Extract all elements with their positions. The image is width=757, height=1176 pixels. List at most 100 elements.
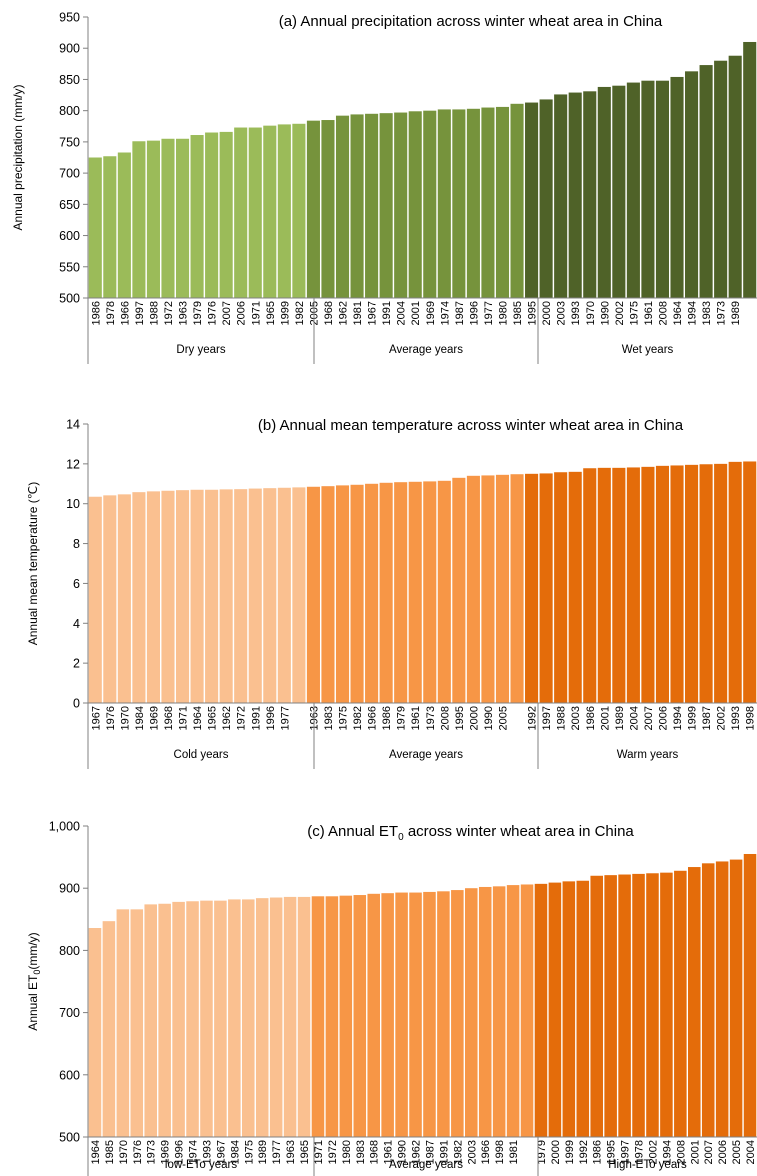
x-tick-label: 1992	[527, 706, 539, 730]
bar	[451, 890, 464, 1137]
bar	[379, 113, 393, 298]
chart-0: (a) Annual precipitation across winter w…	[11, 11, 757, 364]
group-label: Warm years	[617, 749, 679, 761]
bar	[146, 491, 160, 703]
bar	[548, 882, 562, 1137]
group-label: Dry years	[176, 344, 225, 356]
y-tick-label: 750	[59, 135, 80, 149]
bar	[568, 92, 582, 298]
bar	[437, 891, 450, 1137]
bar	[660, 872, 673, 1137]
bar	[465, 888, 478, 1137]
bar	[321, 486, 335, 703]
bar	[306, 120, 320, 298]
bar	[685, 464, 699, 703]
bar	[297, 896, 311, 1137]
x-tick-label: 2002	[647, 1140, 659, 1164]
bar	[161, 138, 175, 298]
y-tick-label: 650	[59, 198, 80, 212]
x-tick-label: 1965	[299, 1140, 311, 1164]
bar	[604, 875, 617, 1137]
x-tick-label: 1991	[381, 301, 393, 325]
bar	[214, 900, 227, 1137]
group-label: Average years	[389, 749, 463, 761]
chart-2: (c) Annual ET0 across winter wheat area …	[26, 820, 757, 1176]
y-tick-label: 800	[59, 104, 80, 118]
x-tick-label: 1992	[578, 1140, 590, 1164]
bar	[626, 467, 640, 703]
x-tick-label: 1983	[701, 301, 713, 325]
x-tick-label: 2003	[570, 706, 582, 730]
bar	[408, 111, 422, 298]
bar	[234, 127, 248, 298]
y-tick-label: 550	[59, 260, 80, 274]
bar	[714, 463, 728, 703]
x-tick-label: 2007	[703, 1140, 715, 1164]
bar	[394, 112, 408, 298]
y-tick-label: 1,000	[49, 820, 80, 834]
bar	[597, 86, 611, 298]
bar	[743, 853, 757, 1137]
bar	[190, 489, 204, 703]
x-tick-label: 2000	[468, 706, 480, 730]
x-tick-label: 2002	[614, 301, 626, 325]
x-tick-label: 1962	[221, 706, 233, 730]
x-tick-label: 1966	[367, 706, 379, 730]
bar	[242, 899, 255, 1137]
bar	[510, 103, 524, 298]
x-tick-label: 1977	[483, 301, 495, 325]
bar	[685, 71, 699, 298]
bar	[539, 99, 553, 299]
x-tick-label: 2001	[410, 301, 422, 325]
x-tick-label: 1974	[188, 1140, 200, 1164]
x-tick-label: 1987	[454, 301, 466, 325]
x-tick-label: 2004	[396, 301, 408, 325]
x-tick-label: 2004	[745, 1140, 757, 1164]
bar	[423, 891, 436, 1137]
y-tick-label: 950	[59, 11, 80, 25]
bar	[175, 138, 190, 298]
x-tick-label: 1975	[243, 1140, 255, 1164]
x-tick-label: 1999	[564, 1140, 576, 1164]
x-tick-label: 1983	[355, 1140, 367, 1164]
x-tick-label: 1970	[119, 706, 131, 730]
y-tick-label: 0	[73, 697, 80, 711]
bar	[219, 131, 233, 298]
bar	[339, 895, 353, 1137]
x-tick-label: 1965	[265, 301, 277, 325]
bar	[525, 473, 539, 703]
bar	[641, 80, 655, 298]
bar	[568, 471, 582, 703]
bar	[554, 472, 568, 703]
x-tick-label: 1973	[146, 1140, 158, 1164]
x-tick-label: 2007	[643, 706, 655, 730]
x-tick-label: 2007	[221, 301, 233, 325]
x-tick-label: 1979	[192, 301, 204, 325]
x-tick-label: 1970	[585, 301, 597, 325]
x-tick-label: 1978	[634, 1140, 646, 1164]
bar	[539, 473, 553, 703]
bar	[175, 490, 190, 703]
x-tick-label: 1970	[118, 1140, 130, 1164]
bar	[144, 904, 157, 1137]
bar	[117, 494, 131, 703]
bar	[248, 488, 262, 703]
x-tick-label: 1962	[411, 1140, 423, 1164]
bar	[478, 886, 492, 1137]
x-tick-label: 1966	[119, 301, 131, 325]
bar	[646, 873, 659, 1137]
x-tick-label: 1964	[90, 1140, 102, 1164]
x-tick-label: 1977	[271, 1140, 283, 1164]
x-tick-label: 1995	[527, 301, 539, 325]
bar	[520, 884, 534, 1137]
bar	[335, 485, 350, 703]
bar	[612, 85, 626, 298]
group-label: Average years	[389, 344, 463, 356]
y-tick-label: 700	[59, 1006, 80, 1020]
x-tick-label: 1969	[160, 1140, 172, 1164]
bar	[88, 496, 102, 703]
x-tick-label: 1966	[480, 1140, 492, 1164]
x-tick-label: 1975	[628, 301, 640, 325]
x-tick-label: 1981	[508, 1140, 520, 1164]
x-tick-label: 1993	[730, 706, 742, 730]
